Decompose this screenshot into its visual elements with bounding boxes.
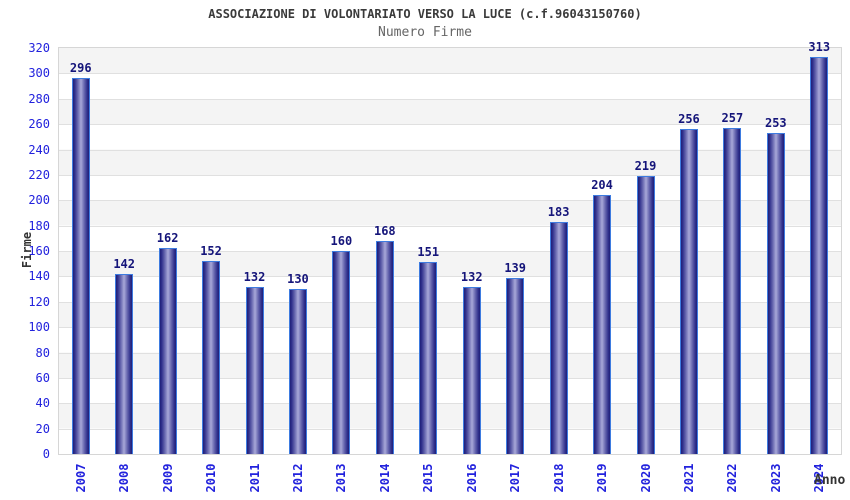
bar-value-label: 296 [69,61,92,76]
x-tick-label: 2017 [508,463,523,493]
y-tick-label: 260 [28,117,50,132]
bar-value-label: 204 [591,178,613,193]
bar-value-label: 151 [417,245,440,260]
bar [506,277,525,454]
x-tick-label: 2014 [377,463,392,493]
bar-value-label: 132 [460,269,483,284]
gridline [59,98,841,100]
bar [245,286,264,454]
gridline [59,377,841,379]
bar [549,221,568,454]
bar [766,133,785,454]
gridline [59,149,841,151]
chart-title: ASSOCIAZIONE DI VOLONTARIATO VERSO LA LU… [208,7,642,21]
gridline [59,200,841,202]
y-tick-label: 120 [28,294,50,309]
bar [375,240,394,454]
bar [332,251,351,454]
y-tick-label: 40 [35,396,50,411]
gridline [59,73,841,75]
gridline [59,428,841,430]
x-tick-label: 2013 [334,463,349,493]
gridline [59,352,841,354]
x-tick-label: 2009 [160,463,175,493]
bar-value-label: 160 [330,234,353,248]
y-tick-label: 280 [28,91,50,106]
bar-value-label: 219 [634,159,657,174]
y-tick-label: 160 [28,244,50,258]
y-tick-label: 300 [28,66,50,81]
bar-value-label: 168 [373,223,396,238]
y-tick-label: 100 [28,320,50,335]
y-tick-label: 240 [28,142,50,157]
bar-value-label: 162 [156,231,179,246]
plot-area: 296 142 162 152 132 130 160 168 151 132 139 183 204 2… [58,40,842,455]
bar [115,273,134,454]
y-tick-label: 220 [28,167,50,182]
x-tick-label: 2015 [421,463,436,493]
x-tick-label: 2011 [247,463,262,493]
bar-value-label: 139 [504,260,526,275]
x-tick-label: 2018 [551,463,566,493]
bar-value-label: 183 [547,204,570,219]
gridline [59,403,841,405]
gridline [59,174,841,176]
x-tick-label: 2023 [768,463,783,493]
bar [636,176,655,454]
bar [202,261,221,454]
y-tick-label: 60 [35,370,50,385]
x-tick-label: 2008 [117,463,132,493]
bar-value-label: 132 [243,269,266,284]
y-tick-label: 20 [35,421,50,436]
bar-value-label: 313 [808,39,831,54]
bar [810,56,829,454]
x-tick-label: 2020 [638,463,653,493]
y-tick-label: 0 [42,447,50,461]
bar [679,129,698,454]
y-tick-label: 180 [28,218,50,233]
bar-value-label: 253 [764,116,787,131]
x-tick-label: 2012 [290,463,305,493]
x-tick-label: 2019 [595,463,610,493]
bar [288,289,307,454]
bar [158,248,177,454]
gridline [59,327,841,329]
bar-value-label: 256 [678,112,700,127]
x-tick-label: 2007 [73,463,88,493]
bar [419,262,438,454]
gridline [59,124,841,126]
gridline [59,276,841,278]
bar [723,127,742,454]
gridline [59,225,841,227]
chart-subtitle: Numero Firme [378,25,472,40]
y-tick-label: 140 [28,269,50,284]
bar [71,78,90,454]
x-tick-label: 2021 [681,463,696,493]
bar-value-label: 257 [721,110,744,125]
y-tick-label: 320 [28,41,50,55]
bar-value-label: 152 [200,244,222,259]
bar-value-label: 142 [113,256,135,271]
y-tick-label: 80 [35,345,50,360]
gridline [59,251,841,252]
bar-value-label: 130 [287,272,309,287]
bar [593,195,612,454]
x-tick-label: 2016 [464,463,479,493]
x-tick-label: 2022 [725,463,740,493]
bar [462,286,481,454]
x-axis-title: Anno [814,473,846,488]
y-tick-label: 200 [28,193,50,208]
x-tick-label: 2010 [204,463,219,493]
gridline [59,301,841,303]
